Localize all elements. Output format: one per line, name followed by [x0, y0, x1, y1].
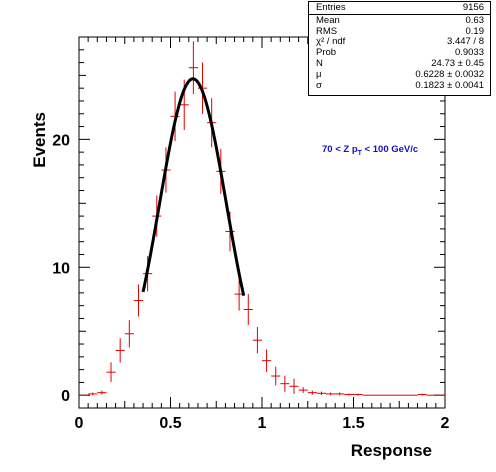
stats-row: μ 0.6228 ± 0.0032 — [316, 68, 484, 81]
data-point — [271, 366, 281, 386]
data-point — [243, 294, 253, 325]
stats-label: RMS — [316, 25, 338, 37]
y-axis-label: Events — [30, 112, 49, 168]
stats-label: χ² / ndf — [316, 36, 346, 48]
x-tick-label: 1.5 — [342, 415, 364, 432]
data-point — [88, 392, 98, 396]
stats-value: 0.6228 ± 0.0032 — [415, 68, 484, 80]
stats-value: 0.1823 ± 0.0041 — [415, 79, 484, 91]
data-point — [133, 284, 144, 317]
stats-label: Entries — [316, 2, 346, 13]
data-point — [298, 387, 308, 393]
y-tick-label: 10 — [52, 260, 70, 277]
y-tick-label: 20 — [52, 132, 70, 149]
stats-label: σ — [316, 79, 322, 91]
kinematic-range-annotation: 70 < Z pT < 100 GeV/c — [322, 144, 419, 157]
data-point — [106, 362, 116, 383]
data-point — [289, 378, 299, 394]
data-point — [97, 390, 107, 395]
x-tick-label: 1 — [258, 415, 267, 432]
stats-label: μ — [316, 68, 322, 80]
stats-row: σ 0.1823 ± 0.0041 — [316, 79, 484, 92]
data-point — [307, 390, 317, 395]
stats-row: N 24.73 ± 0.45 — [316, 57, 484, 70]
stats-value: 0.9033 — [454, 47, 484, 59]
data-point — [252, 327, 262, 354]
stats-label: Prob — [316, 47, 337, 59]
stats-label: Mean — [316, 14, 340, 26]
gaussian-fit-curve — [141, 77, 246, 296]
stats-value: 0.63 — [465, 14, 485, 26]
data-point — [115, 338, 125, 363]
stats-value: 24.73 ± 0.45 — [431, 57, 484, 69]
stats-row: χ² / ndf 3.447 / 8 — [316, 37, 484, 48]
y-tick-label: 0 — [61, 388, 70, 405]
data-point — [353, 393, 363, 396]
stats-value: 9156 — [462, 2, 484, 13]
x-axis-label: Response — [351, 441, 432, 460]
data-point — [335, 392, 345, 396]
stats-row: Mean 0.63 — [316, 14, 485, 27]
data-point — [124, 320, 134, 348]
data-point — [344, 393, 354, 396]
x-tick-label: 0.5 — [159, 415, 181, 432]
stats-row: RMS 0.19 — [316, 25, 485, 38]
data-point — [417, 393, 427, 396]
data-point — [188, 41, 198, 95]
stats-row: Prob 0.9033 — [316, 47, 484, 59]
stats-box: Entries 9156 Mean 0.63 RMS 0.19 χ² / ndf 3.447 … — [308, 1, 491, 96]
data-point — [280, 375, 290, 392]
subscript: T — [357, 149, 362, 157]
stats-value: 3.447 / 8 — [447, 36, 484, 48]
data-point — [316, 391, 327, 396]
stats-label: N — [316, 57, 323, 69]
data-point — [262, 349, 272, 372]
x-tick-label: 2 — [441, 415, 450, 432]
data-point — [326, 392, 336, 396]
x-tick-label: 0 — [75, 415, 84, 432]
stats-value: 0.19 — [465, 25, 485, 37]
stats-row: Entries 9156 — [309, 2, 490, 15]
